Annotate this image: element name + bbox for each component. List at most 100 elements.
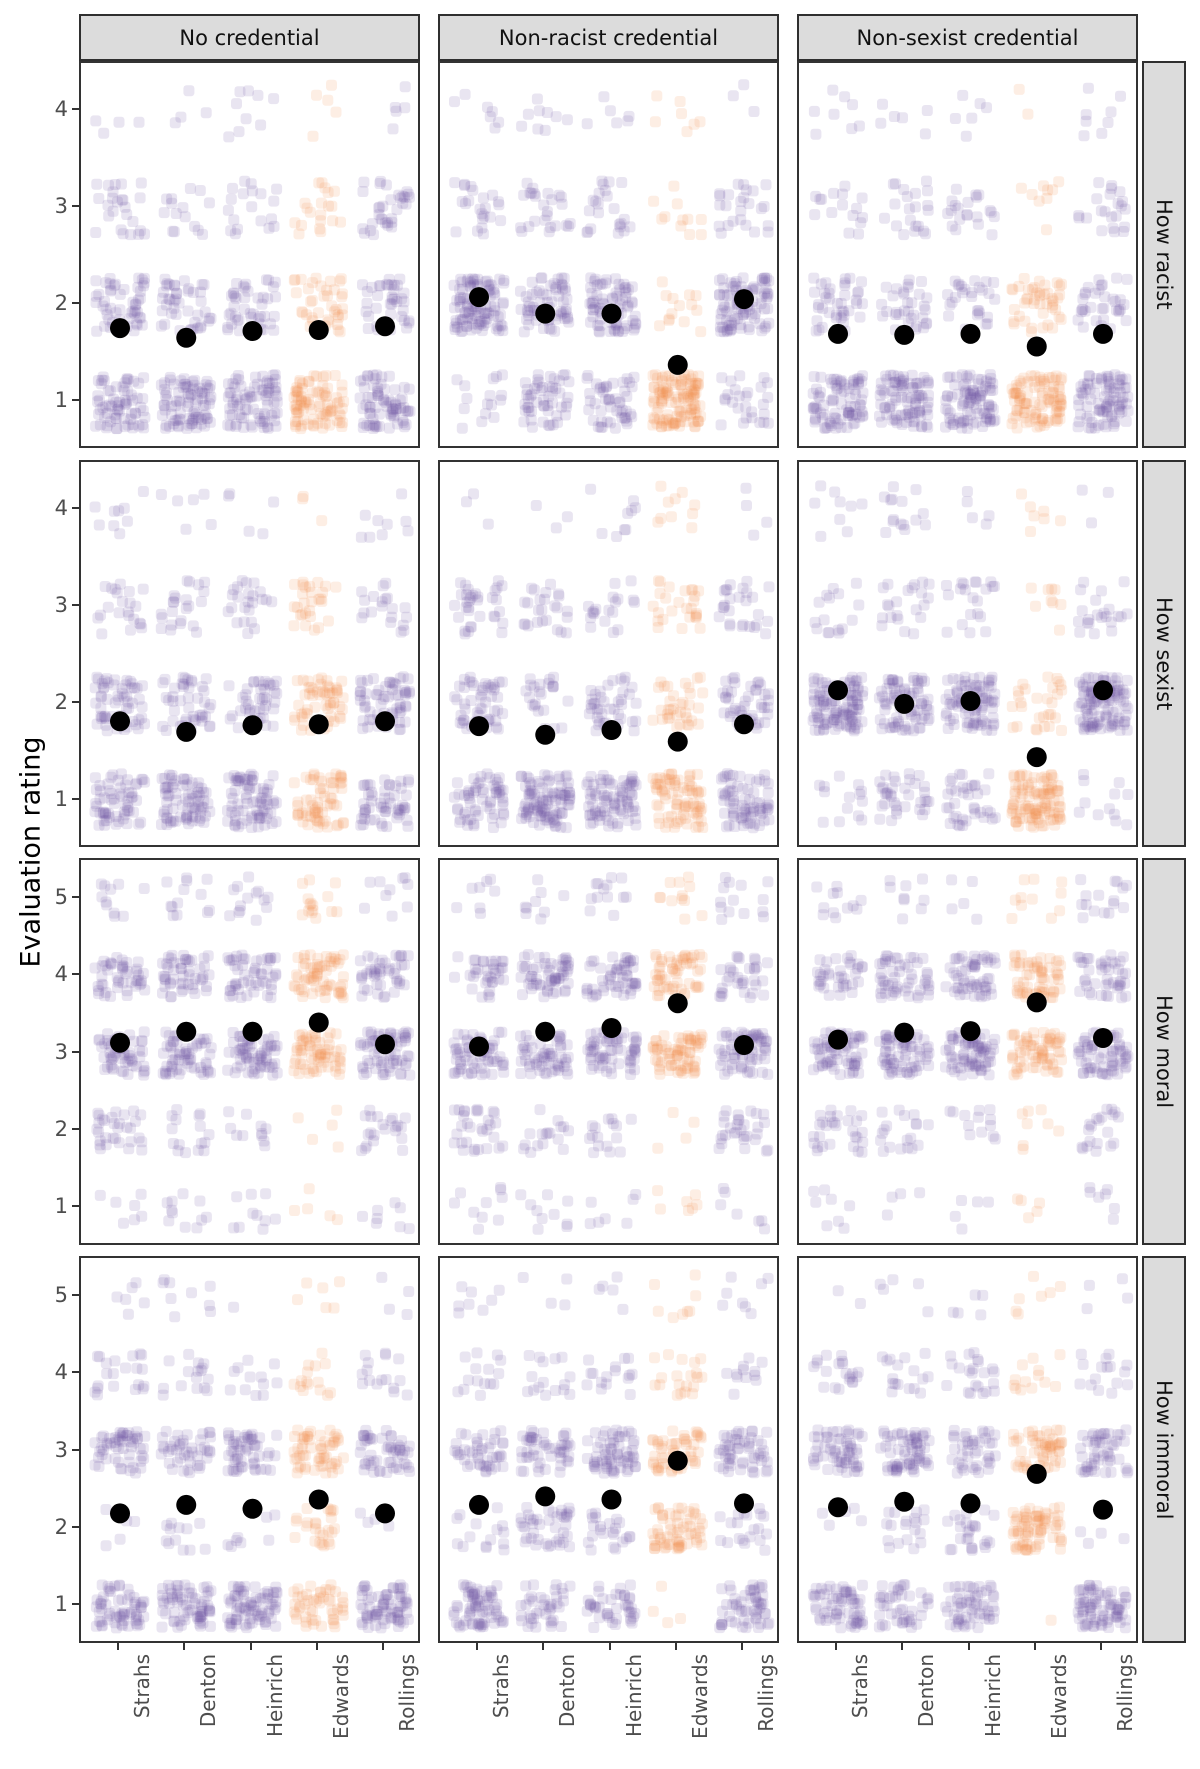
y-tick-mark xyxy=(72,1525,79,1528)
y-tick-mark xyxy=(72,604,79,607)
x-tick-mark xyxy=(382,1643,384,1650)
panel-how-sexist-col3 xyxy=(797,460,1138,847)
y-axis-title: Evaluation rating xyxy=(15,736,47,968)
x-tick-mark xyxy=(542,1643,545,1650)
mean-dot-strahs xyxy=(469,716,489,737)
jitter-points-group xyxy=(89,1271,416,1634)
mean-dot-edwards xyxy=(667,354,688,375)
x-tick-label-denton: Denton xyxy=(555,1654,580,1728)
jitter-points-group xyxy=(448,79,775,434)
mean-dot-strahs xyxy=(828,680,848,701)
panel-how-immoral-col3 xyxy=(797,1256,1138,1643)
y-tick-mark xyxy=(72,1603,79,1606)
mean-dot-denton xyxy=(535,1021,556,1042)
y-tick-label: 1 xyxy=(54,1592,68,1617)
row-strip-3: How moral xyxy=(1142,858,1186,1245)
mean-dot-heinrich xyxy=(601,720,622,740)
panel-how-racist-col2 xyxy=(438,61,779,448)
y-tick-label: 3 xyxy=(54,1039,68,1064)
mean-dot-rollings xyxy=(1093,1499,1113,1520)
mean-dot-edwards xyxy=(667,1450,688,1471)
jitter-points-group xyxy=(89,486,415,833)
x-tick-mark xyxy=(315,1643,318,1650)
mean-dot-denton xyxy=(894,1491,915,1512)
mean-dot-heinrich xyxy=(601,1018,622,1038)
x-tick-mark xyxy=(249,1643,252,1650)
panel-how-sexist-col1 xyxy=(79,460,420,847)
mean-dot-heinrich xyxy=(960,1021,981,1042)
mean-dot-denton xyxy=(894,693,915,714)
mean-dot-heinrich xyxy=(601,1489,622,1510)
x-tick-label-strahs: Strahs xyxy=(130,1654,154,1719)
y-tick-mark xyxy=(72,1293,79,1296)
mean-dot-rollings xyxy=(734,1493,754,1514)
panel-how-racist-col3 xyxy=(797,61,1138,448)
mean-dot-denton xyxy=(894,324,915,345)
x-tick-mark xyxy=(608,1643,611,1650)
y-tick-label: 2 xyxy=(54,1514,68,1539)
x-tick-mark xyxy=(183,1643,186,1650)
mean-dot-edwards xyxy=(1026,1463,1047,1484)
y-tick-mark xyxy=(72,507,79,510)
panel-how-racist-col1 xyxy=(79,61,420,448)
x-tick-mark xyxy=(901,1643,904,1650)
y-tick-mark xyxy=(72,205,79,208)
y-tick-label: 4 xyxy=(54,1360,68,1385)
mean-dot-strahs xyxy=(469,1494,489,1515)
y-tick-mark xyxy=(72,700,79,703)
x-tick-mark xyxy=(967,1643,970,1650)
y-tick-mark xyxy=(72,1448,79,1451)
row-strip-2: How sexist xyxy=(1142,460,1186,847)
mean-dot-denton xyxy=(176,1021,197,1042)
mean-dot-heinrich xyxy=(601,303,622,324)
y-tick-mark xyxy=(72,1205,79,1208)
jitter-points-group xyxy=(807,1270,1134,1634)
column-header-2: Non-racist credential xyxy=(438,14,779,61)
mean-dot-heinrich xyxy=(242,1498,263,1519)
panel-how-moral-col3 xyxy=(797,858,1138,1245)
mean-dot-rollings xyxy=(375,316,395,337)
mean-dot-heinrich xyxy=(960,691,981,711)
x-tick-mark xyxy=(674,1643,677,1650)
y-tick-mark xyxy=(72,108,79,111)
mean-dot-edwards xyxy=(1026,336,1047,357)
y-tick-mark xyxy=(72,1127,79,1130)
row-strip-label: How sexist xyxy=(1152,596,1176,711)
mean-dot-heinrich xyxy=(242,321,263,341)
panel-how-immoral-col2 xyxy=(438,1256,779,1643)
mean-dot-edwards xyxy=(667,731,688,752)
mean-dot-edwards xyxy=(1026,992,1047,1013)
x-tick-mark xyxy=(1033,1643,1036,1650)
jitter-points-group xyxy=(448,871,774,1235)
x-tick-label-rollings: Rollings xyxy=(1113,1654,1137,1732)
row-strip-label: How moral xyxy=(1152,994,1176,1109)
mean-dot-edwards xyxy=(308,1012,329,1033)
y-tick-label: 2 xyxy=(54,689,68,714)
x-tick-label-heinrich: Heinrich xyxy=(621,1654,646,1738)
y-tick-mark xyxy=(72,973,79,976)
mean-dot-denton xyxy=(176,721,197,742)
mean-dot-denton xyxy=(535,303,556,324)
x-tick-mark xyxy=(1100,1643,1102,1650)
mean-dot-rollings xyxy=(375,1034,395,1055)
mean-dot-rollings xyxy=(734,1035,754,1055)
column-header-1: No credential xyxy=(79,14,420,61)
mean-dot-heinrich xyxy=(960,1493,981,1514)
y-tick-label: 2 xyxy=(54,1116,68,1141)
y-tick-label: 1 xyxy=(54,1194,68,1219)
x-tick-label-rollings: Rollings xyxy=(395,1654,419,1732)
y-tick-label: 2 xyxy=(54,290,68,315)
x-tick-mark xyxy=(835,1643,837,1650)
mean-dot-rollings xyxy=(734,289,754,310)
x-tick-label-edwards: Edwards xyxy=(328,1654,353,1739)
mean-dot-denton xyxy=(535,724,556,745)
mean-dot-strahs xyxy=(828,1029,848,1050)
row-strip-1: How racist xyxy=(1142,61,1186,448)
x-tick-mark xyxy=(476,1643,478,1650)
mean-dot-heinrich xyxy=(242,715,263,736)
row-strip-label: How racist xyxy=(1152,199,1176,310)
panel-how-moral-col1 xyxy=(79,858,420,1245)
x-tick-label-strahs: Strahs xyxy=(848,1654,872,1719)
mean-dot-rollings xyxy=(1093,323,1113,344)
mean-dot-strahs xyxy=(469,287,489,308)
